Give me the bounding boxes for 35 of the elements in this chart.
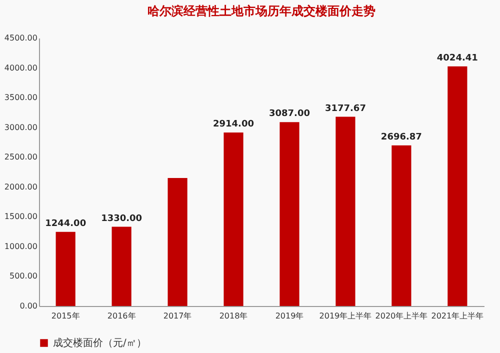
x-tick-label: 2021年上半年	[431, 312, 484, 320]
y-tick-label: 2500.00	[4, 152, 38, 162]
y-tick-label: 0.00	[20, 302, 38, 310]
x-tick-label: 2016年	[107, 312, 136, 320]
bar	[392, 145, 412, 306]
y-tick-label: 1500.00	[4, 212, 38, 222]
y-tick-label: 3000.00	[4, 122, 38, 132]
x-tick-label: 2015年	[51, 312, 80, 320]
y-tick-label: 3500.00	[4, 93, 38, 102]
y-tick-label: 500.00	[10, 272, 38, 281]
x-tick-label: 2018年	[219, 312, 248, 320]
text: 3087.00	[268, 109, 310, 120]
text: 3177.67	[324, 104, 366, 114]
text: 1244.00	[45, 218, 86, 229]
x-tick-label: 2019年上半年	[319, 312, 372, 320]
text: 2696.87	[380, 132, 422, 142]
chart-title: 哈尔滨经营性土地市场历年成交楼面价走势	[148, 4, 376, 18]
bar	[448, 66, 468, 306]
x-tick-label: 2019年	[275, 312, 304, 320]
x-tick-label: 2020年上半年	[375, 312, 428, 320]
bar	[336, 116, 356, 306]
y-tick-label: 4500.00	[4, 34, 38, 42]
bar	[280, 122, 300, 306]
y-tick-label: 1000.00	[4, 242, 38, 251]
x-tick-label: 2017年	[163, 312, 192, 320]
bar	[112, 226, 132, 306]
y-tick-label: 2000.00	[4, 182, 38, 192]
y-tick-label: 4000.00	[4, 63, 38, 72]
legend-label: 成交楼面价（元/㎡）	[53, 337, 146, 349]
text: 4024.41	[436, 53, 478, 64]
text: 2914.00	[213, 119, 254, 130]
bar	[56, 232, 76, 306]
bar	[168, 178, 188, 306]
bar	[224, 132, 244, 306]
text: 1330.00	[101, 214, 142, 224]
